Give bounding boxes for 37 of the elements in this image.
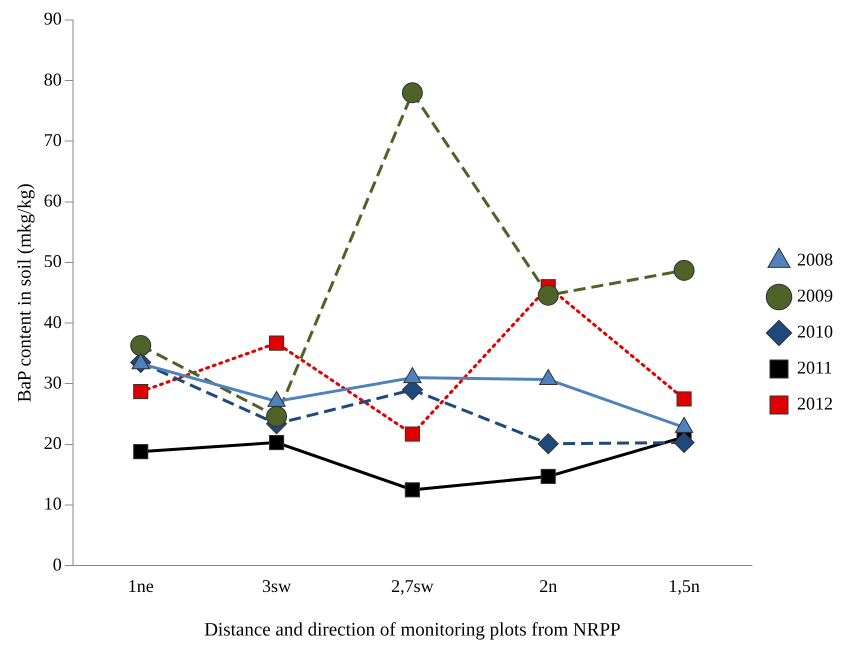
legend-label: 2012 [797,394,833,414]
point [268,434,284,450]
y-tick-label: 40 [44,312,62,332]
point [538,284,559,306]
point [674,260,695,281]
point [404,426,420,442]
legend-label: 2010 [797,322,833,342]
x-tick-label: 3sw [262,576,292,596]
y-tick-label: 0 [52,554,62,574]
y-tick-label: 70 [44,130,62,150]
x-tick-label: 2n [539,576,558,596]
y-tick-label: 90 [44,8,62,29]
x-tick-label: 1,5n [668,576,700,596]
point [402,82,423,104]
point [133,384,148,400]
legend-label: 2009 [797,286,833,306]
y-tick-label: 60 [44,190,62,211]
x-tick-label: 2,7sw [391,576,434,596]
point [676,391,692,406]
y-tick-label: 30 [44,372,62,392]
y-tick-label: 10 [44,494,62,514]
point [133,444,148,460]
point [540,468,556,484]
point [130,335,152,356]
legend-label: 2011 [797,358,832,378]
x-tick-label: 1ne [128,576,154,596]
x-axis-title: Distance and direction of monitoring plots from NRPP [204,620,621,641]
y-tick-label: 20 [44,433,62,454]
point [404,482,420,498]
legend-label: 2008 [797,250,833,270]
point [538,433,559,454]
y-tick-label: 80 [44,69,62,90]
point [266,406,288,427]
point [674,432,695,454]
y-axis-title: BaP content in soil (mkg/kg) [14,183,36,402]
y-tick-label: 50 [44,251,62,272]
point [268,336,284,351]
